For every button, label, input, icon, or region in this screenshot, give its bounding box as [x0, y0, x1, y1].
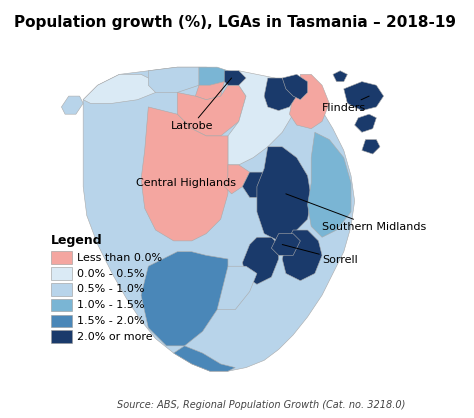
- Polygon shape: [355, 114, 376, 132]
- Text: Less than 0.0%: Less than 0.0%: [77, 253, 163, 263]
- Polygon shape: [141, 252, 228, 346]
- Polygon shape: [148, 67, 199, 92]
- Polygon shape: [272, 234, 301, 255]
- Polygon shape: [290, 74, 329, 129]
- FancyBboxPatch shape: [51, 283, 72, 296]
- Text: 0.0% - 0.5%: 0.0% - 0.5%: [77, 268, 145, 278]
- Polygon shape: [228, 71, 297, 165]
- Text: Flinders: Flinders: [322, 96, 369, 112]
- FancyBboxPatch shape: [51, 299, 72, 311]
- FancyBboxPatch shape: [51, 330, 72, 343]
- Polygon shape: [282, 74, 308, 100]
- Text: Southern Midlands: Southern Midlands: [286, 194, 426, 232]
- Polygon shape: [282, 230, 322, 281]
- FancyBboxPatch shape: [51, 251, 72, 264]
- Polygon shape: [177, 85, 246, 136]
- Text: 2.0% or more: 2.0% or more: [77, 332, 153, 342]
- Text: 1.0% - 1.5%: 1.0% - 1.5%: [77, 300, 145, 310]
- Polygon shape: [333, 71, 347, 82]
- Polygon shape: [344, 82, 383, 111]
- Polygon shape: [199, 67, 228, 85]
- Text: Legend: Legend: [51, 234, 102, 247]
- Text: 0.5% - 1.0%: 0.5% - 1.0%: [77, 284, 145, 294]
- Text: Source: ABS, Regional Population Growth (Cat. no. 3218.0): Source: ABS, Regional Population Growth …: [117, 400, 405, 410]
- Text: 1.5% - 2.0%: 1.5% - 2.0%: [77, 316, 145, 326]
- Polygon shape: [195, 82, 224, 100]
- Text: Population growth (%), LGAs in Tasmania – 2018-19: Population growth (%), LGAs in Tasmania …: [14, 15, 456, 30]
- Polygon shape: [62, 96, 83, 114]
- Polygon shape: [141, 107, 228, 241]
- Text: Central Highlands: Central Highlands: [137, 178, 237, 188]
- Text: Sorrell: Sorrell: [282, 245, 358, 265]
- Polygon shape: [224, 71, 246, 85]
- Polygon shape: [242, 237, 279, 284]
- Text: Latrobe: Latrobe: [171, 78, 232, 131]
- Polygon shape: [83, 74, 155, 103]
- FancyBboxPatch shape: [51, 267, 72, 280]
- FancyBboxPatch shape: [51, 315, 72, 327]
- Polygon shape: [224, 165, 250, 194]
- Polygon shape: [83, 67, 355, 371]
- Polygon shape: [264, 78, 297, 111]
- Polygon shape: [308, 132, 351, 237]
- Polygon shape: [362, 140, 380, 154]
- Polygon shape: [173, 346, 235, 371]
- Polygon shape: [206, 266, 257, 310]
- Polygon shape: [242, 172, 272, 197]
- Polygon shape: [257, 147, 311, 241]
